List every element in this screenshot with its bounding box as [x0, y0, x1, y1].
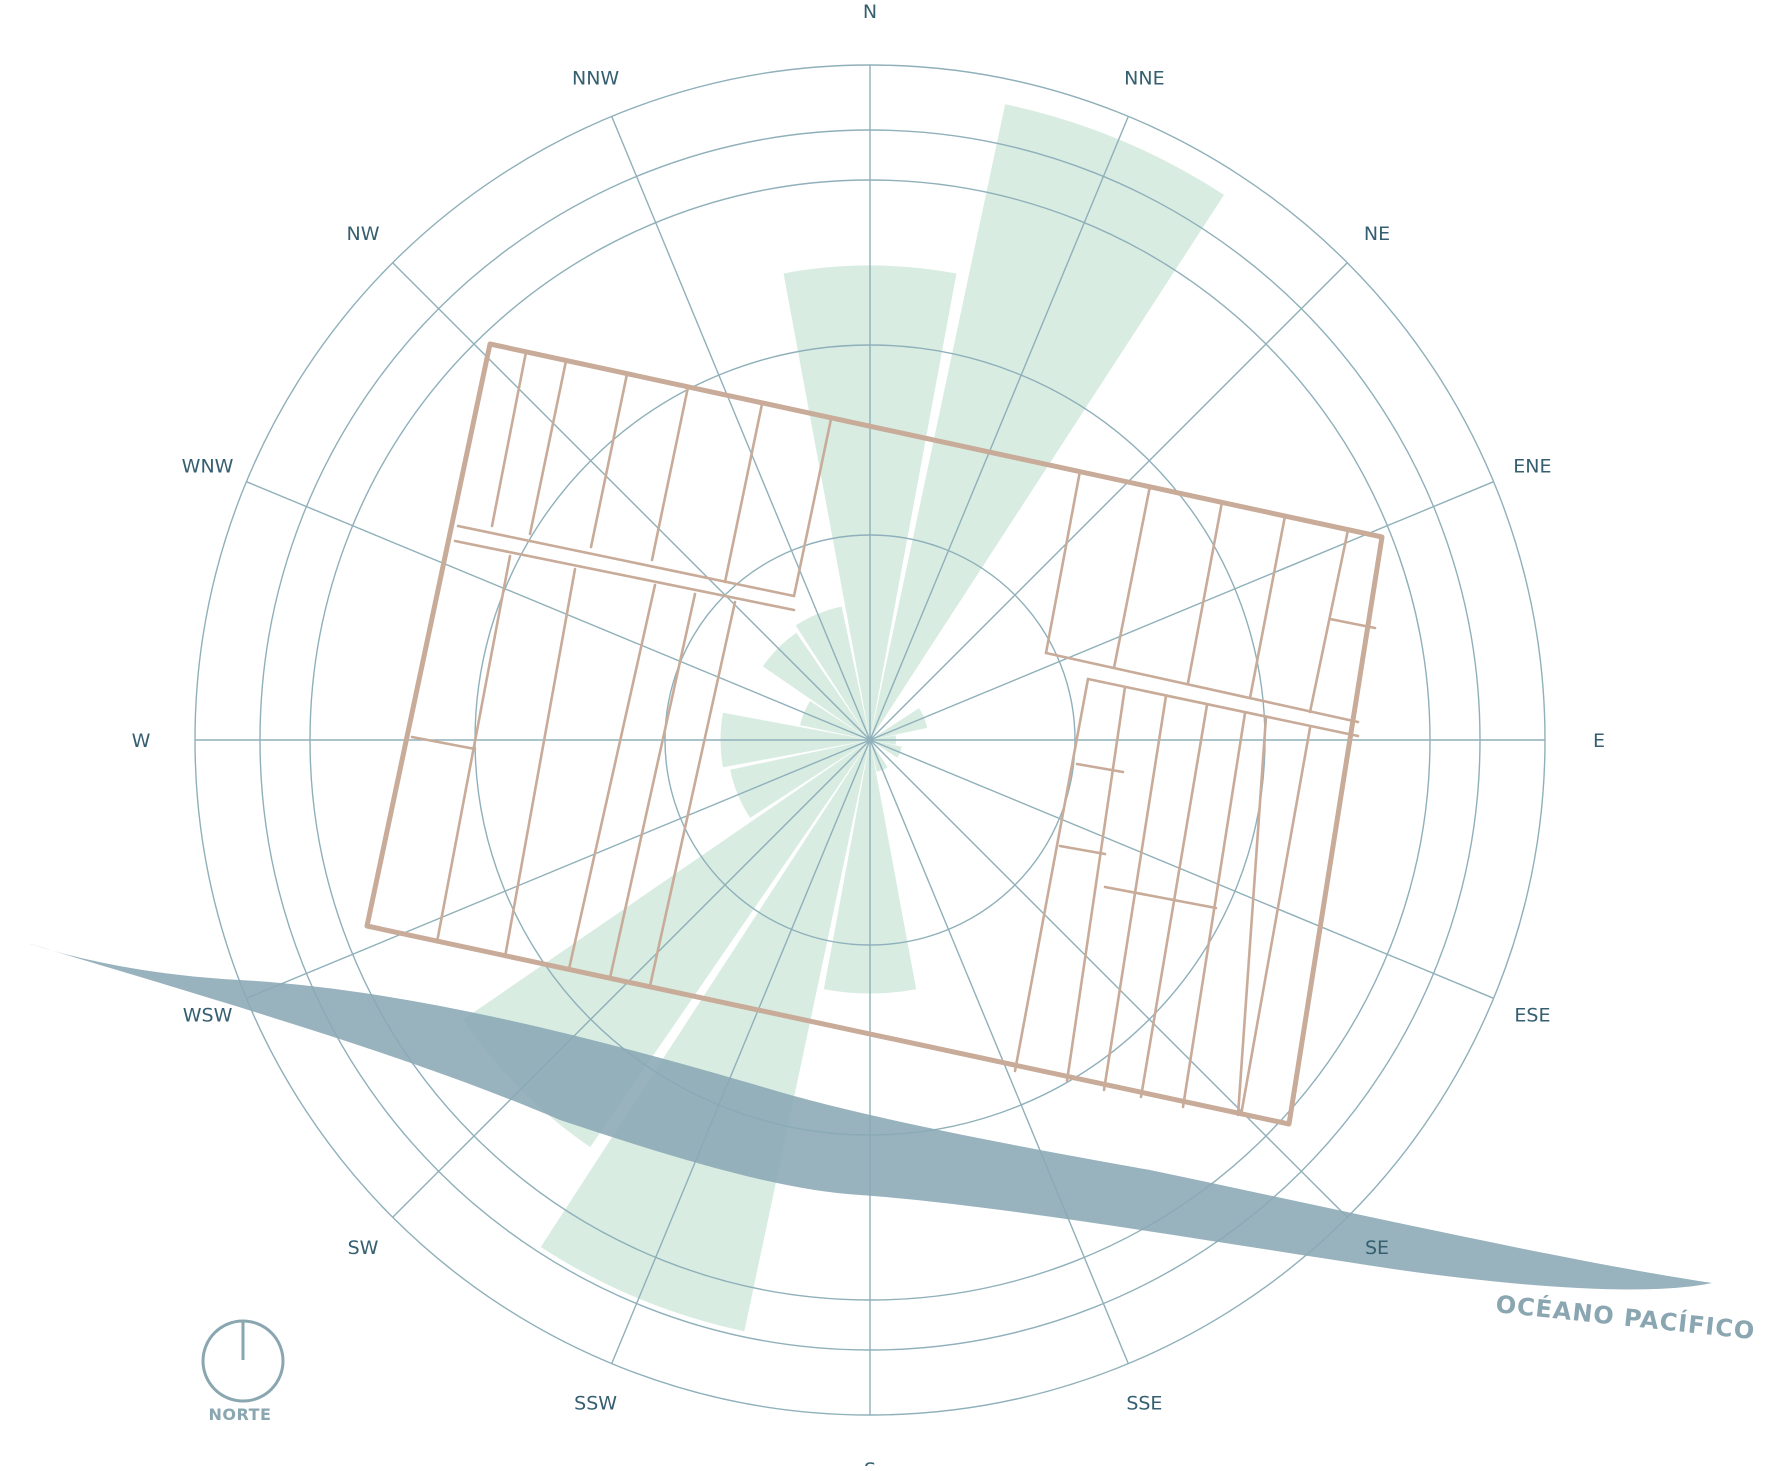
direction-label-ese: ESE: [1514, 1004, 1550, 1026]
direction-label-nw: NW: [347, 223, 380, 245]
direction-label-wnw: WNW: [182, 456, 234, 478]
north-symbol: NORTE: [201, 1319, 285, 1424]
wind-petal-nne: [870, 104, 1225, 741]
direction-labels: N NNE NE ENE E ESE SE SSE S SSW SW WSW W WNW NW NNW: [132, 1, 1605, 1471]
compass-spoke-ne: [869, 262, 1348, 741]
direction-label-sse: SSE: [1126, 1392, 1162, 1414]
west-block-upper: [453, 350, 833, 612]
direction-label-ene: ENE: [1513, 456, 1551, 478]
wind-petal-wsw: [730, 740, 870, 818]
compass-spokes: [195, 65, 1545, 1415]
north-symbol-label: NORTE: [209, 1405, 272, 1424]
direction-label-n: N: [863, 1, 877, 23]
building-outline: [364, 341, 1385, 1127]
compass-spoke-ese: [869, 739, 1494, 999]
ocean-band: [27, 943, 1712, 1290]
compass-spoke-nw: [392, 262, 871, 741]
wind-petal-nnw: [795, 606, 870, 740]
compass-spoke-wsw: [246, 739, 871, 999]
east-block-upper: [1044, 469, 1377, 738]
direction-label-nne: NNE: [1124, 68, 1164, 90]
west-block-lower: [410, 554, 737, 988]
compass-spoke-nne: [869, 116, 1129, 741]
wind-petal-sse: [870, 740, 888, 772]
wind-petal-ssw: [540, 740, 870, 1332]
direction-label-se: SE: [1365, 1237, 1389, 1259]
compass-spoke-nnw: [611, 116, 871, 741]
wind-petal-ese: [870, 740, 902, 758]
direction-label-sw: SW: [348, 1237, 379, 1259]
direction-label-nnw: NNW: [572, 68, 619, 90]
direction-label-ssw: SSW: [574, 1392, 617, 1414]
compass-spoke-se: [869, 739, 1348, 1218]
building-plan: [364, 341, 1385, 1127]
ocean-label: OCÉANO PACÍFICO: [1494, 1289, 1756, 1345]
direction-label-e: E: [1593, 730, 1605, 752]
direction-label-ne: NE: [1364, 223, 1390, 245]
direction-label-s: S: [864, 1459, 876, 1466]
direction-label-wsw: WSW: [183, 1004, 233, 1026]
compass-spoke-sw: [392, 739, 871, 1218]
compass-spoke-sse: [869, 739, 1129, 1364]
compass-spoke-ene: [869, 481, 1494, 741]
east-block-lower: [1013, 677, 1312, 1117]
direction-label-w: W: [132, 730, 151, 752]
compass-spoke-ssw: [611, 739, 871, 1364]
compass-spoke-wnw: [246, 481, 871, 741]
wind-petal-wnw: [800, 701, 870, 740]
compass-grid: [194, 64, 1546, 1416]
wind-petal-ene: [870, 708, 928, 740]
